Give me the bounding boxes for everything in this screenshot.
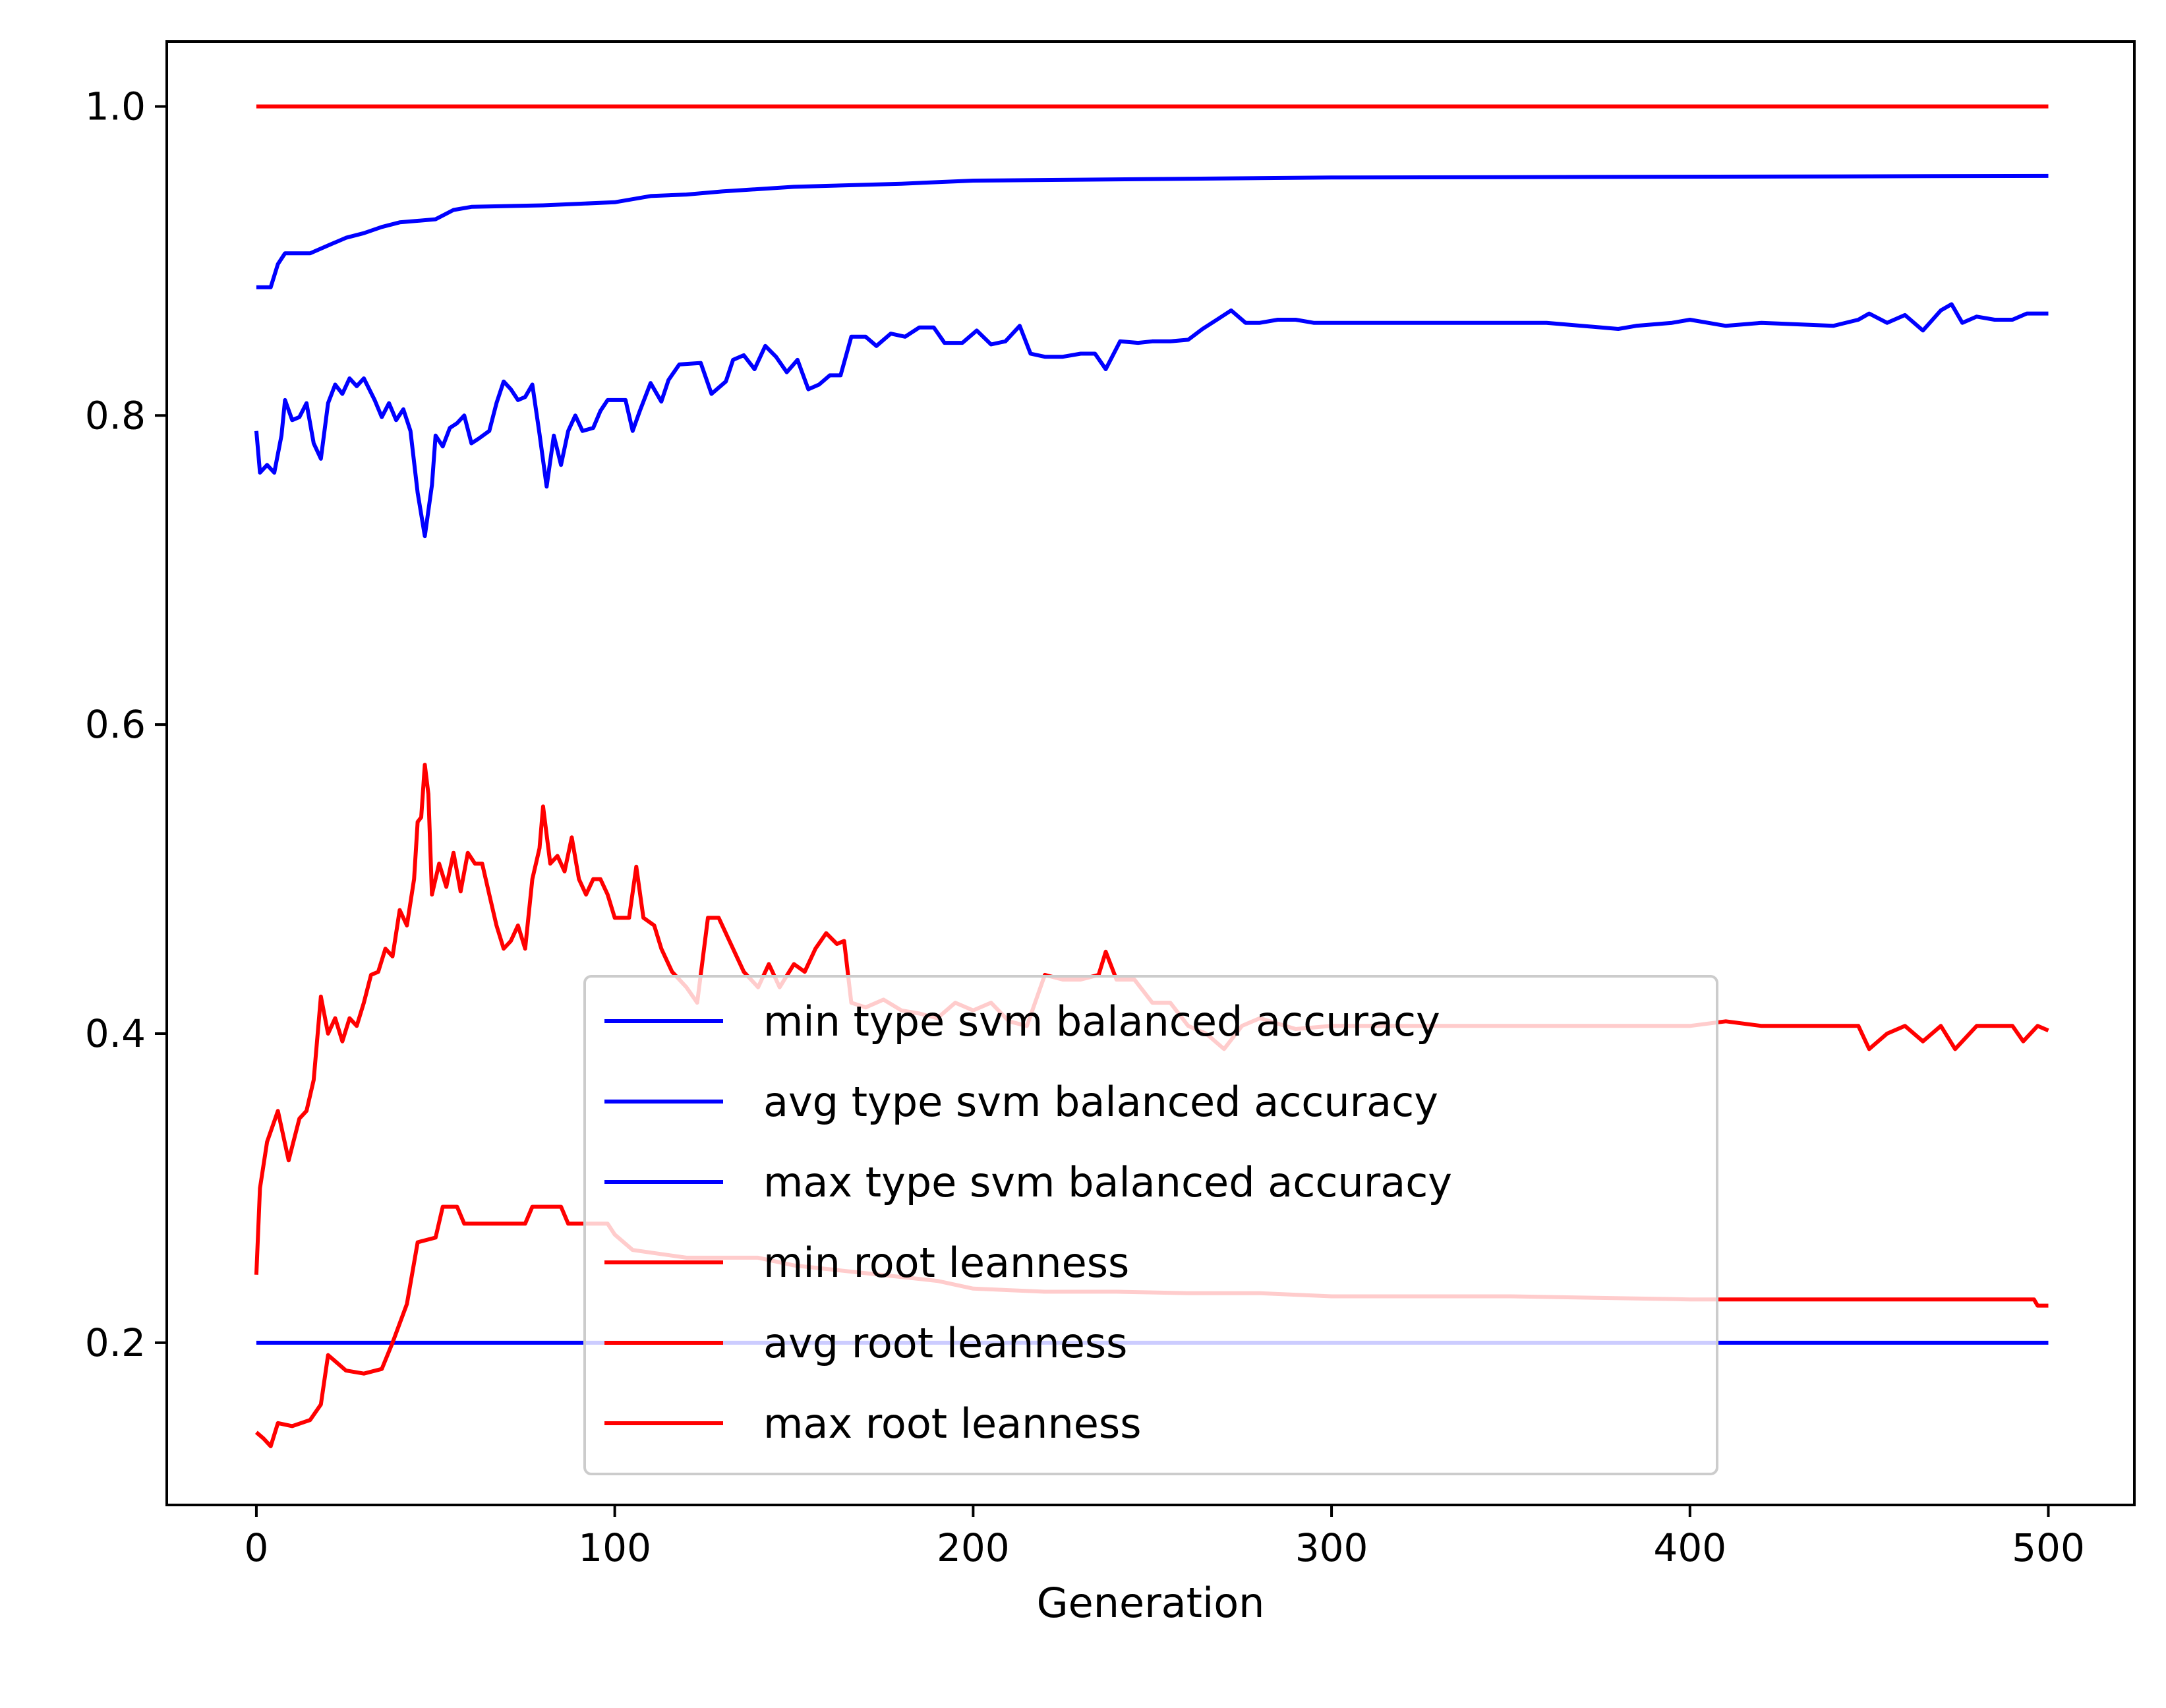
x-axis-ticks: 0 100 200 300 400 500	[244, 1505, 2085, 1570]
legend-box	[583, 975, 1718, 1475]
legend-label: max type svm balanced accuracy	[763, 1158, 1452, 1206]
legend: min type svm balanced accuracy avg type s…	[583, 975, 1718, 1475]
y-axis-ticks: 0.2 0.4 0.6 0.8 1.0	[85, 84, 167, 1365]
x-tick-label: 200	[937, 1525, 1010, 1570]
y-tick-label: 1.0	[85, 84, 146, 129]
y-tick-label: 0.8	[85, 393, 146, 438]
legend-label: avg root leanness	[763, 1319, 1127, 1367]
legend-label: max root leanness	[763, 1399, 1142, 1448]
y-tick-label: 0.4	[85, 1011, 146, 1056]
series-line-2	[254, 302, 2049, 539]
legend-label: min type svm balanced accuracy	[763, 997, 1440, 1045]
legend-label: min root leanness	[763, 1239, 1129, 1287]
series-line-3	[256, 173, 2049, 289]
x-tick-label: 500	[2012, 1525, 2085, 1570]
x-tick-label: 300	[1295, 1525, 1368, 1570]
x-tick-label: 400	[1653, 1525, 1726, 1570]
legend-label: avg type svm balanced accuracy	[763, 1078, 1438, 1126]
x-tick-label: 0	[244, 1525, 268, 1570]
x-axis-label: Generation	[1037, 1579, 1265, 1627]
y-tick-label: 0.6	[85, 702, 146, 747]
y-tick-label: 0.2	[85, 1320, 146, 1365]
legend-entries: min type svm balanced accuracy avg type s…	[604, 997, 1452, 1448]
x-tick-label: 100	[578, 1525, 651, 1570]
plot-area-frame	[165, 40, 2136, 1506]
